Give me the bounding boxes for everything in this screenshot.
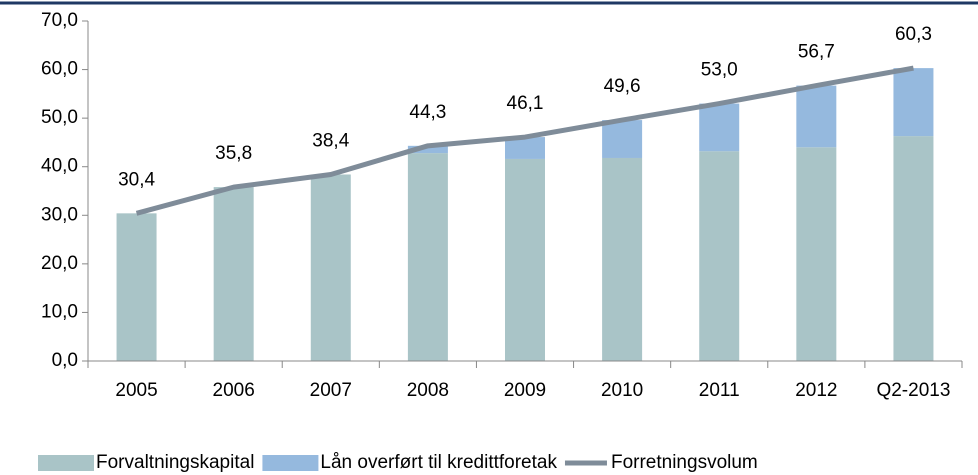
bar: [893, 136, 934, 361]
y-tick-label: 20,0: [41, 253, 78, 274]
y-tick-label: 40,0: [41, 156, 78, 177]
bar: [796, 85, 837, 148]
y-tick-label: 60,0: [41, 59, 78, 80]
y-tick-label: 70,0: [41, 10, 78, 31]
x-tick-label: 2008: [407, 380, 449, 401]
y-tick-label: 0,0: [52, 350, 78, 371]
legend-swatch: [38, 455, 94, 471]
bar: [893, 68, 934, 137]
x-tick-label: 2009: [504, 380, 546, 401]
bar: [116, 213, 157, 361]
x-tick-label: 2006: [213, 380, 255, 401]
bar: [796, 147, 837, 361]
data-label: 35,8: [215, 143, 252, 164]
line: [135, 65, 914, 216]
x-tick-label: 2010: [601, 380, 643, 401]
bar: [407, 145, 448, 154]
y-tick-label: 10,0: [41, 301, 78, 322]
data-label: 49,6: [604, 76, 641, 97]
bar: [602, 120, 643, 158]
bar: [407, 153, 448, 361]
x-tick-label: 2005: [115, 380, 157, 401]
x-tick-label: 2007: [310, 380, 352, 401]
legend-label: Forvaltningskapital: [96, 452, 254, 473]
legend-label: Lån overført til kredittforetak: [320, 452, 557, 473]
bar: [310, 174, 351, 361]
bar: [505, 137, 545, 159]
legend-label: Forretningsvolum: [611, 452, 758, 473]
y-tick-label: 30,0: [41, 204, 78, 225]
bar: [505, 158, 545, 361]
data-label: 53,0: [701, 60, 738, 81]
data-label: 44,3: [409, 102, 446, 123]
bar: [213, 187, 254, 361]
data-label: 60,3: [895, 24, 932, 45]
x-tick-label: Q2-2013: [876, 380, 950, 401]
x-tick-label: 2011: [699, 380, 740, 401]
legend-swatch: [262, 455, 319, 471]
data-label: 30,4: [118, 169, 155, 190]
x-tick-label: 2012: [795, 380, 837, 401]
bar: [699, 103, 740, 152]
data-label: 46,1: [507, 93, 544, 114]
bar: [699, 151, 740, 361]
bar: [602, 157, 643, 361]
data-label: 38,4: [312, 131, 349, 152]
y-tick-label: 50,0: [41, 107, 78, 128]
data-label: 56,7: [798, 42, 835, 63]
